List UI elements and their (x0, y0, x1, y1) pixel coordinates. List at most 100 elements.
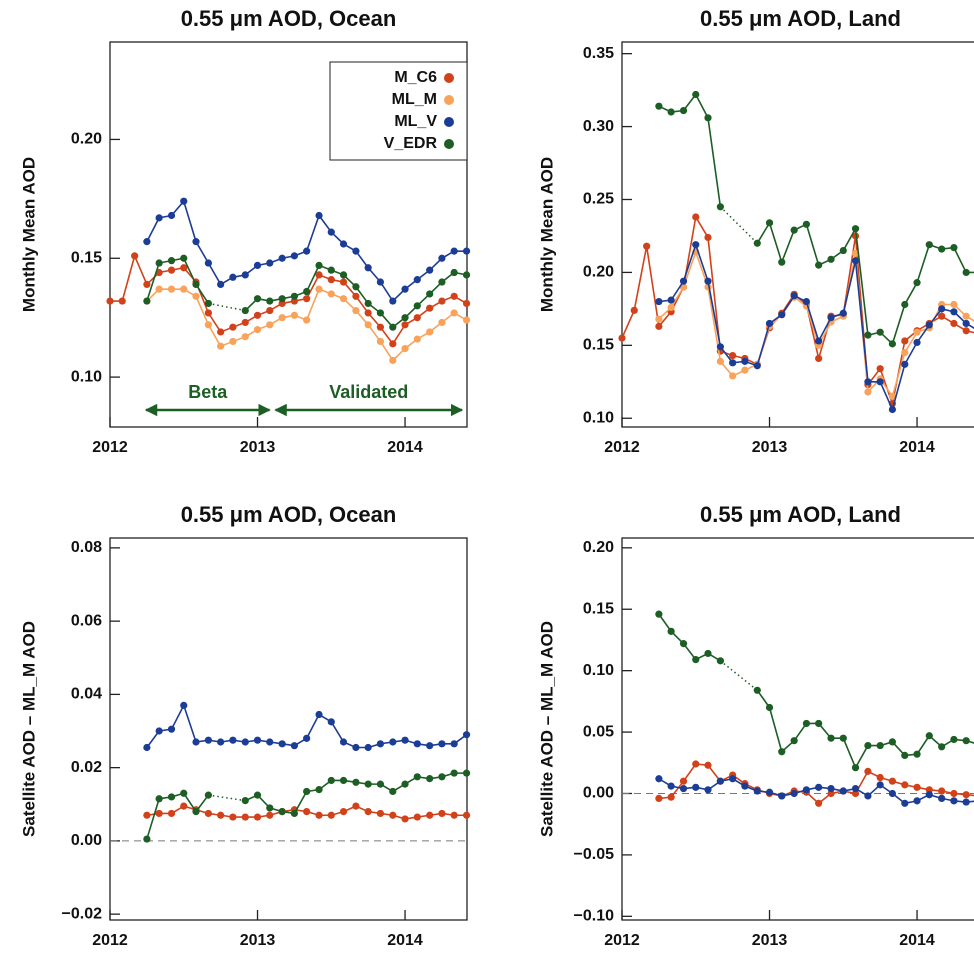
data-point (962, 327, 970, 335)
data-point (364, 264, 372, 272)
data-point (741, 357, 749, 365)
data-point (925, 241, 933, 249)
data-point (888, 405, 897, 414)
data-point (851, 257, 860, 265)
data-point (450, 811, 458, 819)
data-point (352, 802, 360, 810)
data-point (217, 342, 225, 350)
data-point (827, 734, 835, 742)
data-point (450, 247, 458, 255)
data-point (426, 266, 434, 274)
data-point (426, 328, 434, 336)
data-point (241, 271, 249, 279)
data-point (315, 261, 323, 269)
data-point (655, 610, 663, 618)
data-point (217, 811, 225, 819)
x-tick-label: 2012 (92, 932, 128, 949)
data-point (692, 783, 700, 791)
data-point (155, 809, 163, 818)
data-point (192, 738, 200, 746)
data-point (303, 807, 311, 816)
data-point (401, 285, 409, 293)
y-tick-label: 0.15 (583, 600, 614, 617)
y-axis-label: Monthly Mean AOD (537, 157, 556, 312)
data-point (815, 783, 823, 791)
data-point (241, 306, 249, 315)
data-point (303, 247, 311, 255)
data-point (143, 238, 151, 246)
data-point (266, 804, 274, 812)
data-point (167, 211, 176, 220)
x-tick-label: 2012 (604, 932, 640, 949)
data-point (204, 809, 212, 818)
data-point (876, 365, 884, 373)
x-tick-label: 2012 (92, 439, 128, 456)
data-point (364, 321, 372, 329)
data-point (438, 278, 446, 286)
data-point (352, 778, 360, 786)
data-point (815, 799, 823, 807)
data-point (716, 343, 724, 351)
data-point (778, 258, 786, 266)
data-point (315, 811, 323, 819)
y-tick-label: 0.10 (583, 662, 614, 679)
gap-connector (719, 660, 758, 691)
data-point (229, 323, 237, 331)
data-point (364, 743, 372, 752)
chart-title: 0.55 μm AOD, Land (700, 502, 901, 527)
data-point (290, 252, 299, 260)
data-point (765, 788, 774, 796)
y-tick-label: −0.10 (574, 908, 615, 925)
plot-frame (109, 537, 468, 921)
data-point (802, 220, 811, 228)
y-tick-label: 0.06 (71, 612, 102, 629)
data-point (667, 303, 675, 312)
data-point (851, 764, 860, 772)
data-point (352, 247, 360, 255)
data-point (655, 794, 663, 802)
data-point (679, 784, 688, 793)
data-point (790, 292, 798, 300)
data-point (716, 357, 724, 365)
data-point (864, 378, 872, 386)
data-point (864, 741, 872, 750)
data-point (888, 777, 897, 785)
y-tick-label: 0.02 (71, 759, 102, 776)
data-point (118, 297, 126, 305)
data-point (143, 297, 151, 305)
gap-connector (208, 302, 246, 312)
data-point (462, 731, 471, 739)
x-tick-label: 2013 (752, 439, 788, 456)
data-point (815, 337, 823, 345)
data-point (851, 225, 860, 233)
data-point (790, 737, 798, 745)
data-point (266, 297, 274, 305)
data-point (155, 795, 163, 803)
data-point (839, 309, 847, 317)
data-point (438, 254, 446, 262)
data-point (327, 266, 335, 274)
data-point (241, 318, 249, 327)
data-point (180, 254, 188, 262)
data-point (143, 280, 151, 289)
data-point (389, 811, 397, 819)
data-point (704, 649, 712, 658)
data-point (327, 776, 335, 785)
data-point (315, 271, 323, 279)
data-point (450, 268, 458, 277)
data-point (888, 789, 897, 798)
data-point (667, 782, 675, 790)
data-point (790, 789, 798, 798)
data-point (655, 102, 663, 110)
data-point (253, 261, 262, 269)
data-point (143, 835, 151, 843)
data-point (217, 280, 225, 289)
data-point (180, 701, 188, 709)
data-point (950, 789, 958, 798)
data-point (155, 285, 163, 293)
y-axis-label: Satellite AOD – ML_M AOD (537, 621, 556, 837)
data-point (155, 259, 163, 267)
data-point (413, 276, 421, 284)
panel: 0.55 μm AOD, Land Monthly Mean AOD 0.10 0.1… (537, 6, 974, 456)
data-point (339, 278, 348, 286)
